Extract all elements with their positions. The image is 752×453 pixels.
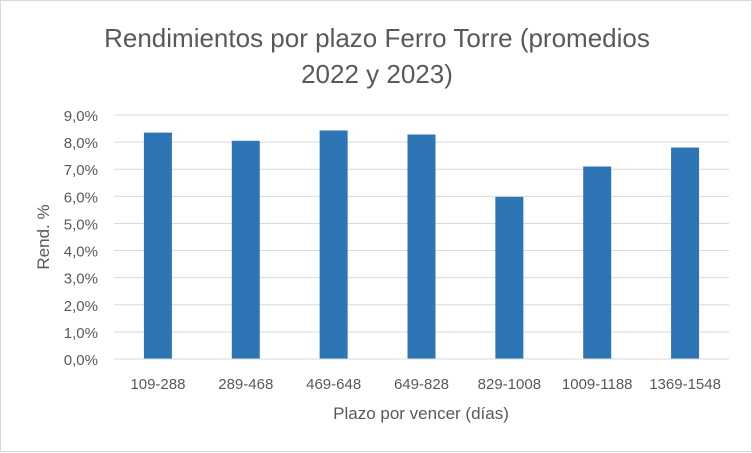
chart-title-line-2: 2022 y 2023): [301, 59, 453, 89]
bar-649-828: [407, 134, 436, 359]
bars: [143, 130, 700, 359]
bar-1009-1188: [583, 166, 612, 359]
x-tick-label: 1369-1548: [649, 376, 721, 393]
y-tick-label: 3,0%: [64, 271, 98, 288]
x-axis-ticks: 109-288 289-468 469-648 649-828 829-1008 1009…: [130, 376, 721, 393]
y-tick-label: 9,0%: [64, 108, 98, 125]
y-tick-label: 8,0%: [64, 135, 98, 152]
x-axis-label: Plazo por vencer (días): [333, 404, 509, 423]
bar-289-468: [231, 140, 260, 359]
bar-1369-1548: [671, 147, 700, 359]
bar-829-1008: [495, 196, 524, 359]
x-tick-label: 1009-1188: [562, 376, 633, 393]
y-tick-label: 6,0%: [64, 189, 98, 206]
chart-title-line-1: Rendimientos por plazo Ferro Torre (prom…: [104, 23, 650, 53]
y-tick-label: 1,0%: [64, 325, 98, 342]
x-tick-label: 469-648: [306, 376, 361, 393]
y-tick-label: 2,0%: [64, 298, 98, 315]
y-axis-label: Rend. %: [34, 204, 53, 269]
bar-469-648: [319, 130, 348, 359]
y-tick-label: 4,0%: [64, 244, 98, 261]
x-tick-label: 289-468: [218, 376, 273, 393]
y-tick-label: 5,0%: [64, 216, 98, 233]
y-tick-label: 0,0%: [64, 352, 98, 369]
y-axis-ticks: 0,0% 1,0% 2,0% 3,0% 4,0% 5,0% 6,0% 7,0% 8,0% 9,0%: [64, 108, 98, 369]
x-tick-label: 649-828: [394, 376, 449, 393]
y-tick-label: 7,0%: [64, 162, 98, 179]
x-tick-label: 829-1008: [478, 376, 541, 393]
bar-109-288: [143, 132, 172, 359]
x-tick-label: 109-288: [130, 376, 185, 393]
